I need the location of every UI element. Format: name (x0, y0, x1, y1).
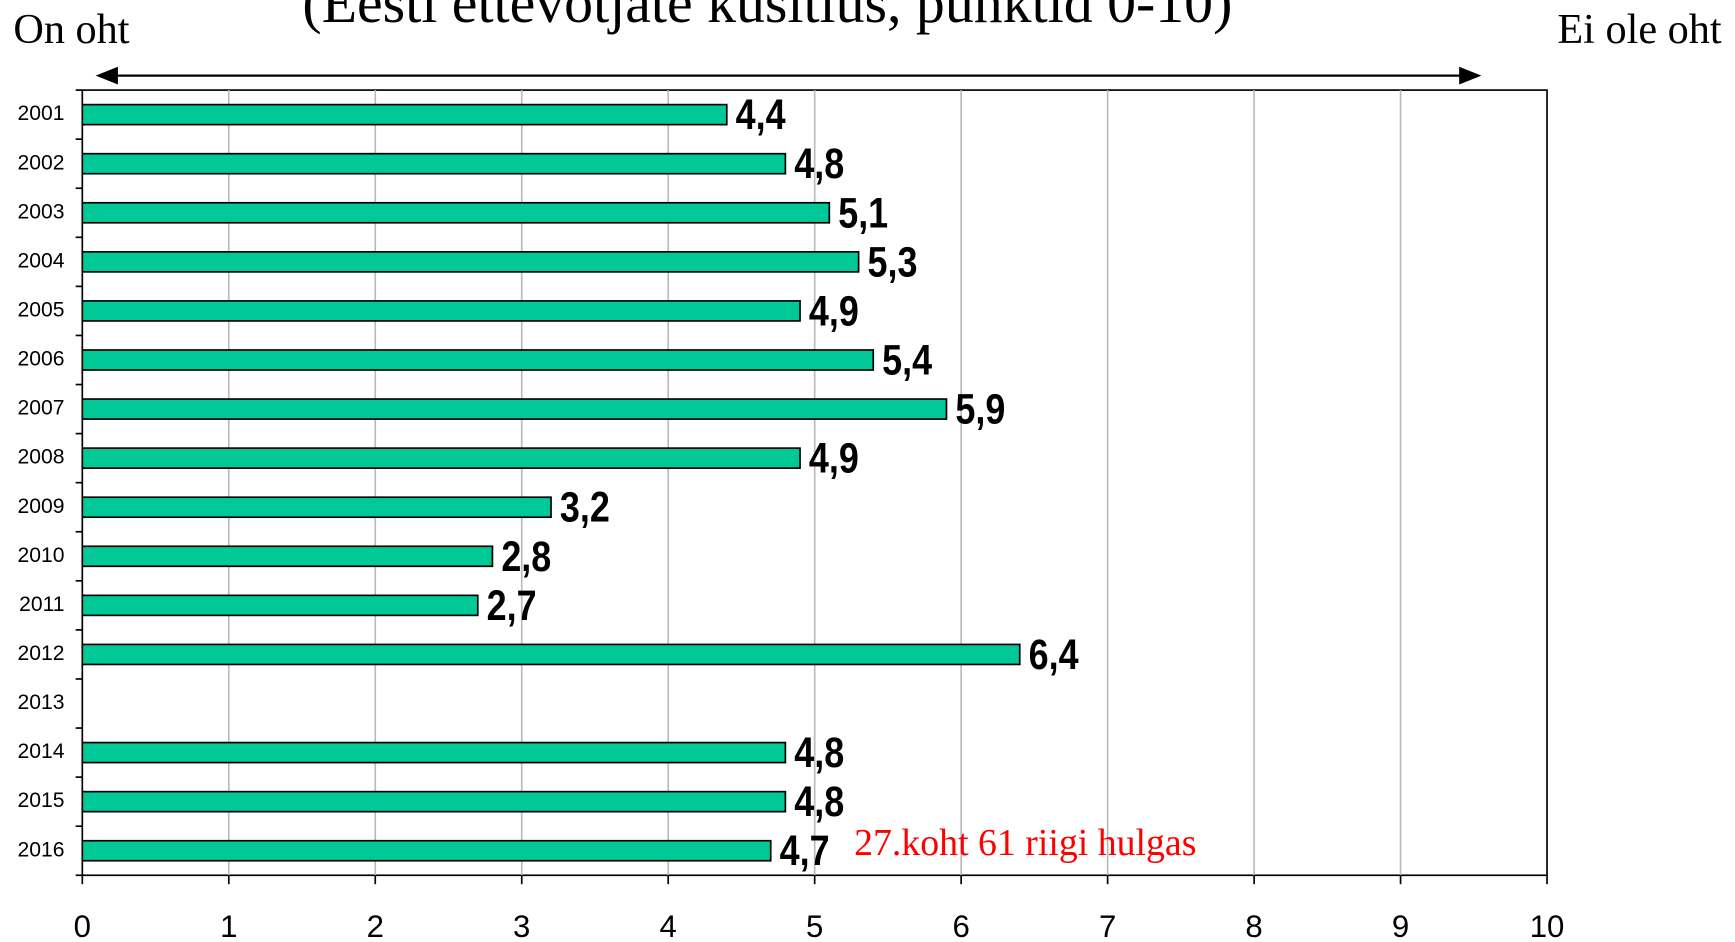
value-label: 5,3 (868, 239, 918, 286)
bar (81, 398, 948, 420)
value-label: 4,8 (794, 140, 844, 187)
value-label: 3,2 (560, 484, 610, 531)
x-tick-label: 6 (952, 909, 969, 942)
value-label: 2,8 (501, 533, 551, 580)
y-tick-label: 2007 (18, 397, 65, 420)
value-label: 4,9 (809, 435, 859, 482)
value-label: 6,4 (1029, 631, 1079, 678)
x-tick-label: 2 (367, 909, 384, 942)
x-tick-label: 10 (1530, 909, 1565, 942)
x-tick-label: 3 (513, 909, 530, 942)
bar (81, 103, 728, 126)
y-tick-label: 2006 (18, 348, 65, 371)
y-tick-label: 2011 (19, 593, 64, 616)
bar (81, 496, 552, 519)
annotation: 27.koht 61 riigi hulgas (854, 822, 1196, 864)
x-tick-label: 4 (660, 909, 677, 942)
bar (81, 839, 772, 862)
y-tick-label: 2003 (18, 200, 65, 223)
y-tick-label: 2009 (18, 495, 65, 518)
bar (81, 545, 494, 568)
y-tick-label: 2004 (18, 249, 65, 272)
value-label: 2,7 (487, 582, 537, 629)
bar (81, 594, 479, 617)
y-tick-label: 2014 (18, 740, 65, 763)
value-label: 5,4 (882, 337, 932, 384)
bar (81, 790, 787, 813)
y-tick-label: 2013 (18, 691, 65, 714)
chart-title: (Eesti ettevõtjate küsitlus, punktid 0-1… (302, 0, 1232, 35)
value-label: 4,9 (809, 288, 859, 335)
y-tick-label: 2008 (18, 446, 65, 469)
x-tick-label: 1 (220, 909, 237, 942)
bar (81, 152, 787, 175)
bar (81, 643, 1021, 666)
value-label: 5,9 (955, 386, 1005, 433)
value-label: 4,4 (736, 91, 786, 138)
x-tick-label: 9 (1392, 909, 1409, 942)
arrow (95, 66, 1482, 85)
bar (81, 201, 831, 224)
y-tick-label: 2005 (18, 298, 65, 321)
y-tick-label: 2012 (18, 642, 65, 665)
x-tick-label: 0 (74, 909, 91, 942)
x-tick-label: 8 (1245, 909, 1262, 942)
bar (81, 251, 860, 273)
right-label: Ei ole oht (1557, 6, 1722, 53)
bar (81, 741, 787, 764)
y-tick-label: 2002 (18, 151, 65, 174)
y-tick-label: 2001 (18, 102, 65, 125)
value-label: 4,8 (794, 729, 844, 776)
value-label: 4,7 (780, 828, 830, 875)
bar (81, 447, 801, 469)
left-label: On oht (13, 6, 129, 53)
x-tick-label: 7 (1099, 909, 1116, 942)
y-tick-label: 2016 (18, 838, 65, 861)
y-tick-label: 2015 (18, 789, 65, 812)
value-label: 5,1 (838, 190, 888, 237)
x-tick-label: 5 (806, 909, 823, 942)
bar (81, 349, 875, 371)
bar (81, 300, 801, 322)
y-tick-label: 2010 (18, 544, 65, 567)
value-label: 4,8 (794, 778, 844, 825)
